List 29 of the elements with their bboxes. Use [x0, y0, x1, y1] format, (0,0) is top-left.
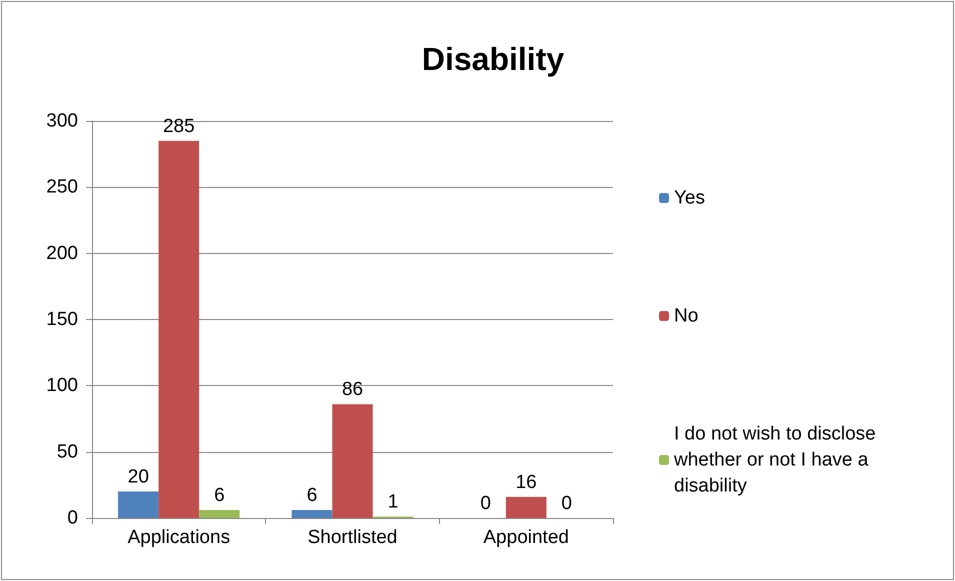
data-label: 20 — [128, 466, 149, 488]
bar — [158, 140, 200, 518]
data-label: 86 — [342, 379, 364, 400]
data-label: 0 — [561, 492, 572, 514]
x-tick-label: Appointed — [483, 527, 569, 548]
data-label: 0 — [480, 492, 491, 514]
data-label: 6 — [214, 485, 225, 506]
y-tick-label: 200 — [46, 242, 78, 264]
y-tick-label: 150 — [46, 309, 78, 330]
legend-label: Yes — [674, 188, 705, 208]
bar — [332, 404, 373, 518]
y-tick-label: 100 — [46, 375, 78, 396]
data-label: 1 — [388, 492, 398, 513]
y-tick-label: 300 — [46, 110, 78, 132]
bar — [118, 492, 159, 518]
bar — [292, 510, 332, 518]
legend-label: No — [674, 306, 698, 326]
chart-title: Disability — [422, 41, 564, 77]
data-label: 6 — [306, 485, 318, 506]
x-tick-label: Applications — [128, 527, 230, 548]
x-tick-label: Shortlisted — [308, 527, 398, 548]
bar — [506, 496, 546, 518]
y-tick-label: 0 — [67, 508, 78, 528]
data-label: 285 — [162, 116, 195, 137]
bar — [199, 510, 240, 518]
legend-label: I do not wish to disclose whether or not I have a disability — [673, 424, 881, 496]
data-label: 16 — [516, 472, 537, 493]
y-tick-label: 250 — [46, 176, 78, 198]
y-tick-label: 50 — [56, 441, 78, 462]
